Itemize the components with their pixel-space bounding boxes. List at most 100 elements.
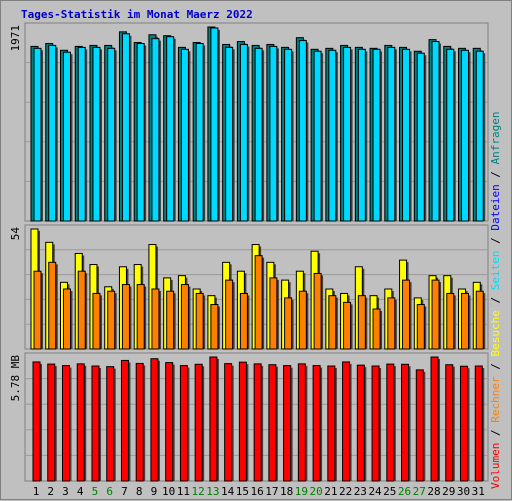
bar-seiten-20 — [313, 50, 322, 222]
bar-volumen-4 — [76, 363, 85, 482]
day-label-18: 18 — [280, 485, 293, 498]
bar-rechner-7 — [121, 284, 130, 350]
day-label-13: 13 — [206, 485, 219, 498]
bar-seiten-9 — [151, 38, 160, 222]
day-label-10: 10 — [162, 485, 175, 498]
side-legend-part: Dateien — [489, 184, 502, 231]
bar-volumen-3 — [61, 365, 70, 482]
day-label-16: 16 — [251, 485, 264, 498]
bar-rechner-3 — [62, 288, 71, 350]
bar-rechner-29 — [446, 292, 455, 350]
bar-rechner-22 — [343, 301, 352, 350]
bar-rechner-19 — [298, 290, 307, 350]
panel-max-label: 54 — [9, 227, 22, 241]
bar-seiten-7 — [121, 33, 130, 222]
day-label-30: 30 — [457, 485, 470, 498]
bar-rechner-20 — [313, 272, 322, 350]
bar-seiten-26 — [402, 48, 411, 222]
bar-volumen-24 — [371, 365, 380, 482]
bar-seiten-13 — [210, 27, 219, 222]
bar-rechner-6 — [107, 290, 116, 350]
bar-seiten-22 — [343, 46, 352, 222]
bar-rechner-10 — [166, 290, 175, 350]
bar-seiten-30 — [461, 49, 470, 222]
bar-rechner-2 — [48, 261, 57, 350]
bar-seiten-11 — [180, 48, 189, 222]
side-legend-part: Volumen — [489, 442, 502, 489]
bar-seiten-18 — [284, 48, 293, 222]
bar-seiten-8 — [136, 42, 145, 222]
day-label-28: 28 — [427, 485, 440, 498]
day-label-31: 31 — [472, 485, 485, 498]
bar-volumen-10 — [165, 362, 174, 482]
side-legend-part: / — [489, 230, 502, 251]
bar-volumen-7 — [120, 359, 129, 482]
bar-rechner-25 — [387, 297, 396, 350]
bar-rechner-27 — [416, 304, 425, 350]
side-legend-part: Rechner — [489, 376, 502, 423]
bar-seiten-2 — [48, 44, 57, 222]
bar-rechner-9 — [151, 288, 160, 350]
bar-rechner-18 — [284, 297, 293, 350]
bar-rechner-16 — [254, 255, 263, 350]
bar-seiten-28 — [431, 41, 440, 222]
bar-seiten-29 — [446, 48, 455, 222]
bar-volumen-9 — [150, 358, 159, 482]
bar-rechner-23 — [357, 295, 366, 350]
bar-volumen-11 — [179, 365, 188, 482]
bar-volumen-2 — [47, 363, 56, 482]
bar-seiten-15 — [239, 43, 248, 222]
day-label-21: 21 — [324, 485, 337, 498]
side-legend-part: / — [489, 422, 502, 443]
day-label-3: 3 — [62, 485, 69, 498]
bar-rechner-1 — [33, 270, 42, 350]
bar-volumen-6 — [106, 366, 115, 482]
day-label-22: 22 — [339, 485, 352, 498]
bar-rechner-26 — [402, 279, 411, 350]
bar-volumen-28 — [430, 356, 439, 482]
day-label-9: 9 — [151, 485, 158, 498]
bar-seiten-27 — [416, 52, 425, 222]
bar-volumen-30 — [460, 365, 469, 482]
bar-rechner-17 — [269, 277, 278, 350]
bar-seiten-4 — [77, 46, 86, 222]
day-label-15: 15 — [236, 485, 249, 498]
panel-max-label: 1971 — [9, 25, 22, 52]
day-label-6: 6 — [106, 485, 113, 498]
day-label-8: 8 — [136, 485, 143, 498]
bar-rechner-13 — [210, 304, 219, 350]
bar-volumen-14 — [224, 363, 233, 482]
bar-volumen-25 — [386, 363, 395, 482]
day-label-4: 4 — [77, 485, 84, 498]
day-label-14: 14 — [221, 485, 235, 498]
bar-seiten-6 — [107, 47, 116, 222]
day-label-25: 25 — [383, 485, 396, 498]
bar-seiten-17 — [269, 45, 278, 222]
day-label-24: 24 — [368, 485, 382, 498]
day-label-2: 2 — [47, 485, 54, 498]
day-label-27: 27 — [413, 485, 426, 498]
side-legend-part: Besuche — [489, 310, 502, 357]
bar-rechner-11 — [180, 284, 189, 350]
side-legend: Volumen / Rechner / Besuche / Seiten / D… — [487, 19, 507, 489]
bar-rechner-12 — [195, 292, 204, 350]
bar-volumen-31 — [474, 365, 483, 482]
bar-volumen-26 — [401, 363, 410, 482]
bar-seiten-12 — [195, 42, 204, 222]
bar-rechner-31 — [475, 290, 484, 350]
bar-seiten-10 — [166, 36, 175, 222]
side-legend-text: Volumen / Rechner / Besuche / Seiten / D… — [487, 19, 505, 489]
bar-volumen-20 — [312, 365, 321, 482]
bar-rechner-5 — [92, 292, 101, 350]
day-label-29: 29 — [442, 485, 455, 498]
bar-volumen-12 — [194, 363, 203, 482]
day-label-5: 5 — [92, 485, 99, 498]
bar-seiten-24 — [372, 48, 381, 222]
side-legend-part: Seiten — [489, 250, 502, 291]
day-label-17: 17 — [265, 485, 278, 498]
bar-volumen-23 — [356, 364, 365, 482]
bar-seiten-21 — [328, 49, 337, 222]
bar-rechner-24 — [372, 308, 381, 350]
bar-volumen-18 — [283, 365, 292, 482]
